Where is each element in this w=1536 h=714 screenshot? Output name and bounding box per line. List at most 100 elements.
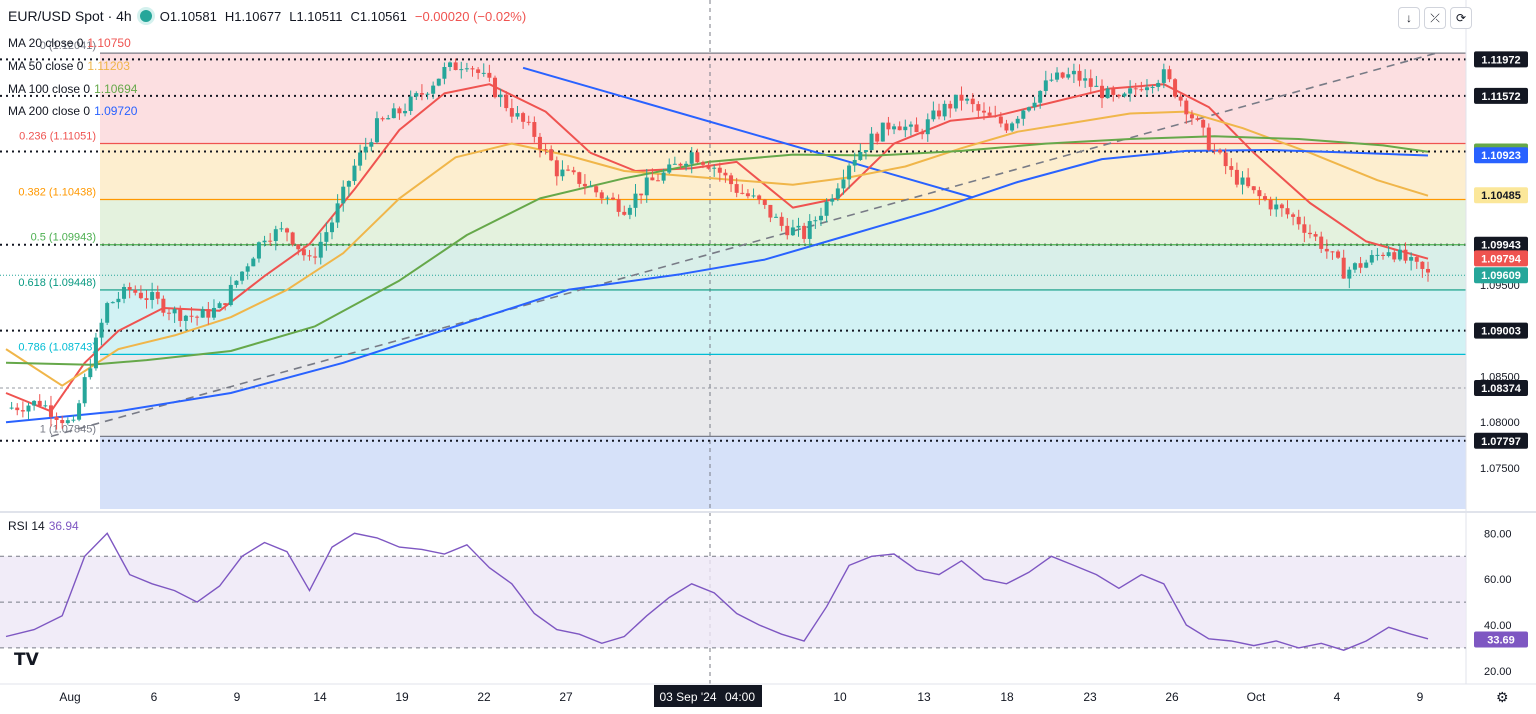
indicator-ma100[interactable]: MA 100 close 0 1.10694 xyxy=(8,78,137,101)
rsi-legend[interactable]: RSI 14 36.94 xyxy=(8,519,79,533)
candle-body xyxy=(1291,214,1296,217)
candle-body xyxy=(329,222,334,233)
indicator-value: 1.10694 xyxy=(94,81,138,96)
candle-body xyxy=(537,136,542,150)
candle-body xyxy=(1133,88,1138,90)
price-axis[interactable]: 1.110041.095001.085001.080001.075001.119… xyxy=(1465,0,1528,684)
candle-body xyxy=(908,124,913,127)
candle-body xyxy=(1268,199,1273,210)
candle-body xyxy=(1167,69,1172,80)
candle-body xyxy=(1386,252,1391,256)
candle-body xyxy=(1212,149,1217,151)
candle-body xyxy=(498,94,503,98)
rsi-last-label: 33.69 xyxy=(1487,634,1515,646)
candle-body xyxy=(616,199,621,212)
fib-label: 0.382 (1.10438) xyxy=(18,187,96,199)
candle-body xyxy=(1251,186,1256,191)
candle-body xyxy=(1094,85,1099,87)
ohlc-open: O1.10581 xyxy=(159,8,217,24)
candle-body xyxy=(847,165,852,180)
candle-body xyxy=(1246,177,1251,187)
rsi-last-bg xyxy=(1474,631,1528,648)
candle-body xyxy=(1144,87,1149,91)
candle-body xyxy=(279,228,284,230)
fib-label: 0.5 (1.09943) xyxy=(31,232,96,244)
candle-body xyxy=(695,152,700,163)
candle-body xyxy=(858,151,863,160)
candle-body xyxy=(414,93,419,97)
candle-body xyxy=(1414,257,1419,262)
candle-body xyxy=(892,126,897,130)
fullscreen-icon: ⤫ xyxy=(1430,11,1440,25)
trendline xyxy=(522,66,974,199)
time-tick: 9 xyxy=(234,690,241,704)
candle-body xyxy=(515,113,520,117)
price-label: 1.08374 xyxy=(1481,383,1522,395)
candle-body xyxy=(195,316,200,318)
time-axis[interactable]: Aug 6 9 14 19 22 27 03 Sep '24 04:00 10 13 18 23 26 Oc… xyxy=(0,683,1536,707)
crosshair-time-label: 03 Sep '24 xyxy=(659,690,716,704)
indicator-label: MA 100 close 0 xyxy=(8,81,91,96)
candle-body xyxy=(1100,85,1105,99)
candle-body xyxy=(925,119,930,135)
candle-body xyxy=(346,181,351,187)
price-label-bg xyxy=(1474,87,1528,104)
candle-body xyxy=(897,126,902,131)
candle-body xyxy=(403,110,408,114)
candle-body xyxy=(1161,69,1166,83)
time-tick: Aug xyxy=(59,690,80,704)
candle-body xyxy=(566,169,571,171)
candle-body xyxy=(1274,204,1279,210)
candle-body xyxy=(959,94,964,101)
candle-body xyxy=(554,160,559,177)
indicator-ma20[interactable]: MA 20 close 0 1.10750 xyxy=(8,32,137,55)
candle-body xyxy=(15,407,20,411)
tradingview-logo[interactable]: TV xyxy=(14,650,39,670)
candle-body xyxy=(1066,74,1071,78)
collapse-button[interactable]: ↓ xyxy=(1398,7,1420,29)
fib-label: 1 (1.07845) xyxy=(40,423,96,435)
candle-body xyxy=(549,149,554,161)
candle-body xyxy=(942,103,947,117)
refresh-button[interactable]: ⟳ xyxy=(1450,7,1472,29)
rsi-band xyxy=(0,556,1466,648)
settings-gear-icon[interactable]: ⚙ xyxy=(1496,689,1509,705)
candle-body xyxy=(953,94,958,109)
indicator-ma50[interactable]: MA 50 close 0 1.11203 xyxy=(8,55,137,78)
candle-body xyxy=(599,192,604,199)
time-tick: 19 xyxy=(395,690,409,704)
time-tick: 18 xyxy=(1000,690,1014,704)
candle-body xyxy=(150,292,155,300)
candle-body xyxy=(1139,89,1144,91)
symbol-title[interactable]: EUR/USD Spot · 4h xyxy=(8,8,132,24)
candle-body xyxy=(1240,177,1245,185)
candle-body xyxy=(1150,86,1155,88)
price-label: 1.11572 xyxy=(1481,91,1520,103)
time-tick: Oct xyxy=(1247,690,1266,704)
candle-body xyxy=(245,266,250,272)
candle-body xyxy=(875,133,880,142)
indicator-value: 1.09720 xyxy=(94,104,138,119)
candle-body xyxy=(526,121,531,123)
candle-body xyxy=(717,167,722,173)
candle-body xyxy=(1409,257,1414,261)
candle-body xyxy=(813,220,818,222)
candle-body xyxy=(105,303,110,323)
fullscreen-button[interactable]: ⤫ xyxy=(1424,7,1446,29)
indicator-legend: MA 20 close 0 1.10750 MA 50 close 0 1.1120… xyxy=(8,32,137,123)
candle-body xyxy=(768,204,773,218)
candle-body xyxy=(509,108,514,117)
indicator-ma200[interactable]: MA 200 close 0 1.09720 xyxy=(8,100,137,123)
candle-body xyxy=(1336,251,1341,258)
candle-body xyxy=(1111,88,1116,95)
price-label: 1.11972 xyxy=(1481,54,1520,66)
ma-line-ma200 xyxy=(5,149,1429,424)
candle-body xyxy=(1285,208,1290,215)
trendlines[interactable] xyxy=(50,51,1440,438)
candle-body xyxy=(571,170,576,173)
candle-body xyxy=(689,152,694,164)
time-tick: 23 xyxy=(1083,690,1097,704)
candle-body xyxy=(77,403,82,420)
candle-body xyxy=(1223,152,1228,167)
